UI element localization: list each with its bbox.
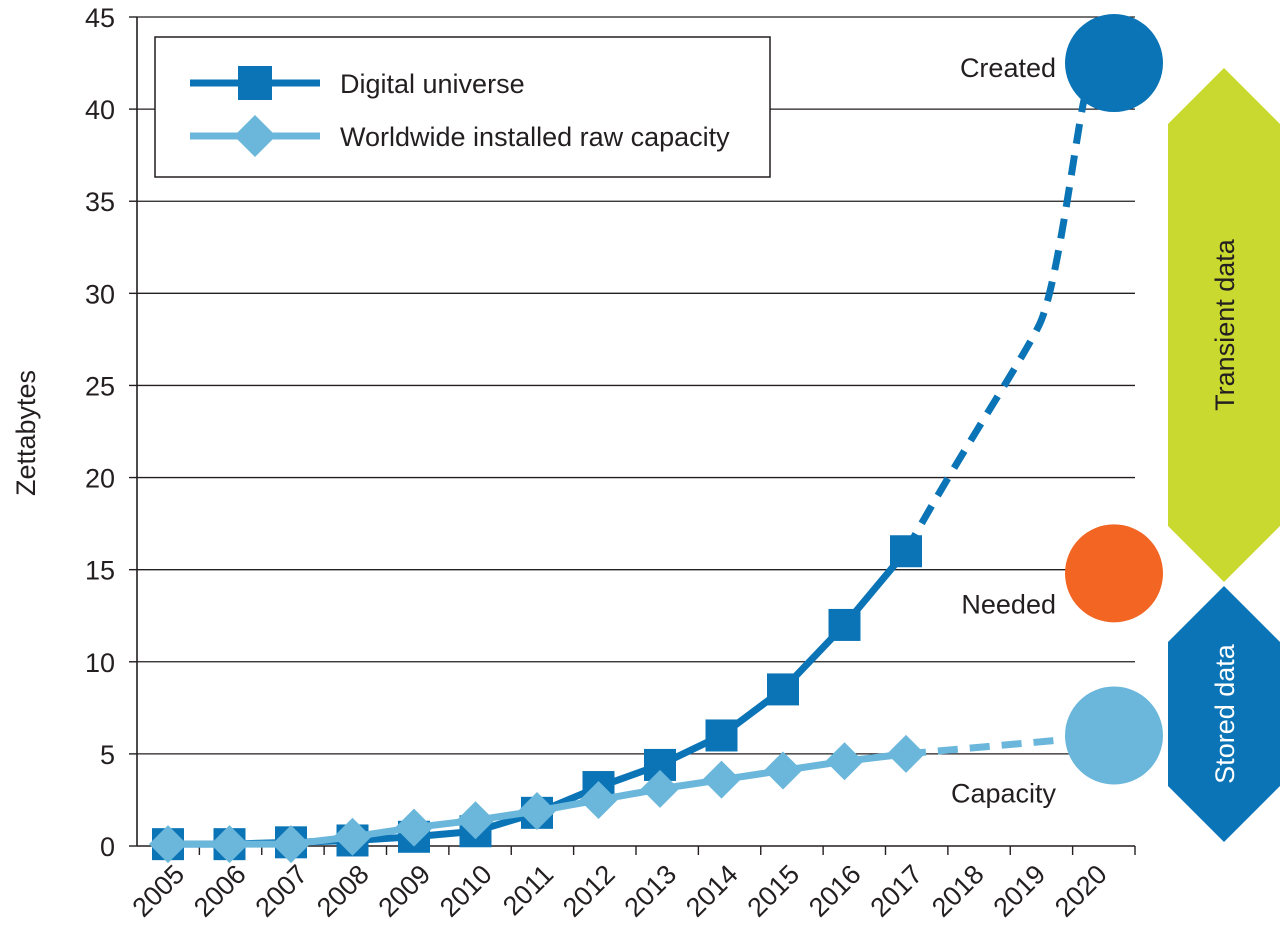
x-tick-label-2011: 2011 (497, 859, 559, 921)
x-tick-label-2014: 2014 (680, 859, 744, 923)
point-2016 (828, 608, 861, 641)
x-tick-label-2005: 2005 (127, 859, 191, 923)
band-label-stored-data: Stored data (1210, 643, 1240, 784)
y-tick-label-25: 25 (85, 371, 115, 401)
point-2011 (518, 791, 556, 830)
x-tick-label-2006: 2006 (188, 859, 252, 923)
endpoint-label-needed: Needed (961, 589, 1056, 619)
series-raw-capacity (149, 733, 1091, 864)
point-2006 (210, 825, 249, 864)
x-tick-label-2008: 2008 (311, 859, 375, 923)
endpoint-label-created: Created (960, 53, 1056, 83)
x-tick-label-2019: 2019 (988, 859, 1052, 923)
y-axis-label: Zettabytes (11, 370, 41, 496)
projection-line (905, 733, 1091, 758)
y-tick-label-35: 35 (85, 187, 115, 217)
point-2010 (456, 801, 495, 840)
y-axis-ticks: 0 5 10 15 20 25 30 35 40 45 (85, 3, 137, 862)
legend: Digital universe Worldwide installed raw… (154, 36, 771, 178)
point-2014 (705, 719, 738, 752)
point-2016 (825, 742, 864, 781)
y-tick-label-45: 45 (85, 3, 115, 33)
legend-marker-diamond (234, 115, 276, 157)
x-tick-label-2017: 2017 (865, 859, 929, 923)
y-tick-label-15: 15 (85, 556, 115, 586)
y-tick-label-0: 0 (100, 832, 115, 862)
point-2013 (641, 769, 679, 808)
point-2015 (764, 751, 802, 790)
series-digital-universe (152, 89, 1090, 861)
band-label-transient-data: Transient data (1210, 238, 1240, 411)
x-tick-label-2020: 2020 (1049, 859, 1113, 923)
point-2014 (702, 760, 741, 799)
point-2007 (272, 825, 310, 864)
x-tick-label-2013: 2013 (619, 859, 683, 923)
side-bands: Transient data Stored data (1168, 68, 1280, 842)
point-2017 (890, 535, 922, 568)
point-2015 (767, 673, 799, 706)
point-2009 (395, 808, 433, 847)
point-2017 (887, 734, 925, 773)
x-tick-label-2009: 2009 (373, 859, 437, 923)
band-transient-data (1168, 68, 1280, 582)
x-tick-label-2012: 2012 (557, 859, 621, 923)
endpoint-circle-needed (1065, 524, 1163, 623)
y-tick-label-20: 20 (85, 464, 115, 494)
series-layer (149, 89, 1091, 864)
projection-line (902, 89, 1090, 553)
x-tick-label-2015: 2015 (742, 859, 806, 923)
band-stored-data (1168, 586, 1280, 842)
endpoint-circle-capacity (1065, 686, 1163, 785)
point-2005 (149, 825, 187, 864)
endpoint-label-capacity: Capacity (951, 778, 1057, 808)
y-tick-label-40: 40 (85, 95, 115, 125)
x-tick-label-2010: 2010 (434, 859, 498, 923)
x-tick-label-2016: 2016 (803, 859, 867, 923)
x-tick-label-2007: 2007 (250, 859, 314, 923)
x-tick-label-2018: 2018 (926, 859, 990, 923)
grid (137, 16, 1135, 755)
y-tick-label-5: 5 (100, 740, 115, 770)
legend-box (154, 36, 771, 178)
point-2012 (579, 780, 618, 819)
legend-marker-square (238, 66, 272, 100)
y-tick-label-10: 10 (85, 648, 115, 678)
y-tick-label-30: 30 (85, 279, 115, 309)
legend-label-digital-universe: Digital universe (340, 69, 525, 99)
endpoint-circle-created (1065, 14, 1163, 113)
legend-label-raw-capacity: Worldwide installed raw capacity (340, 122, 730, 152)
point-2008 (333, 817, 372, 856)
endpoint-circles: Created Needed Capacity (951, 14, 1163, 808)
